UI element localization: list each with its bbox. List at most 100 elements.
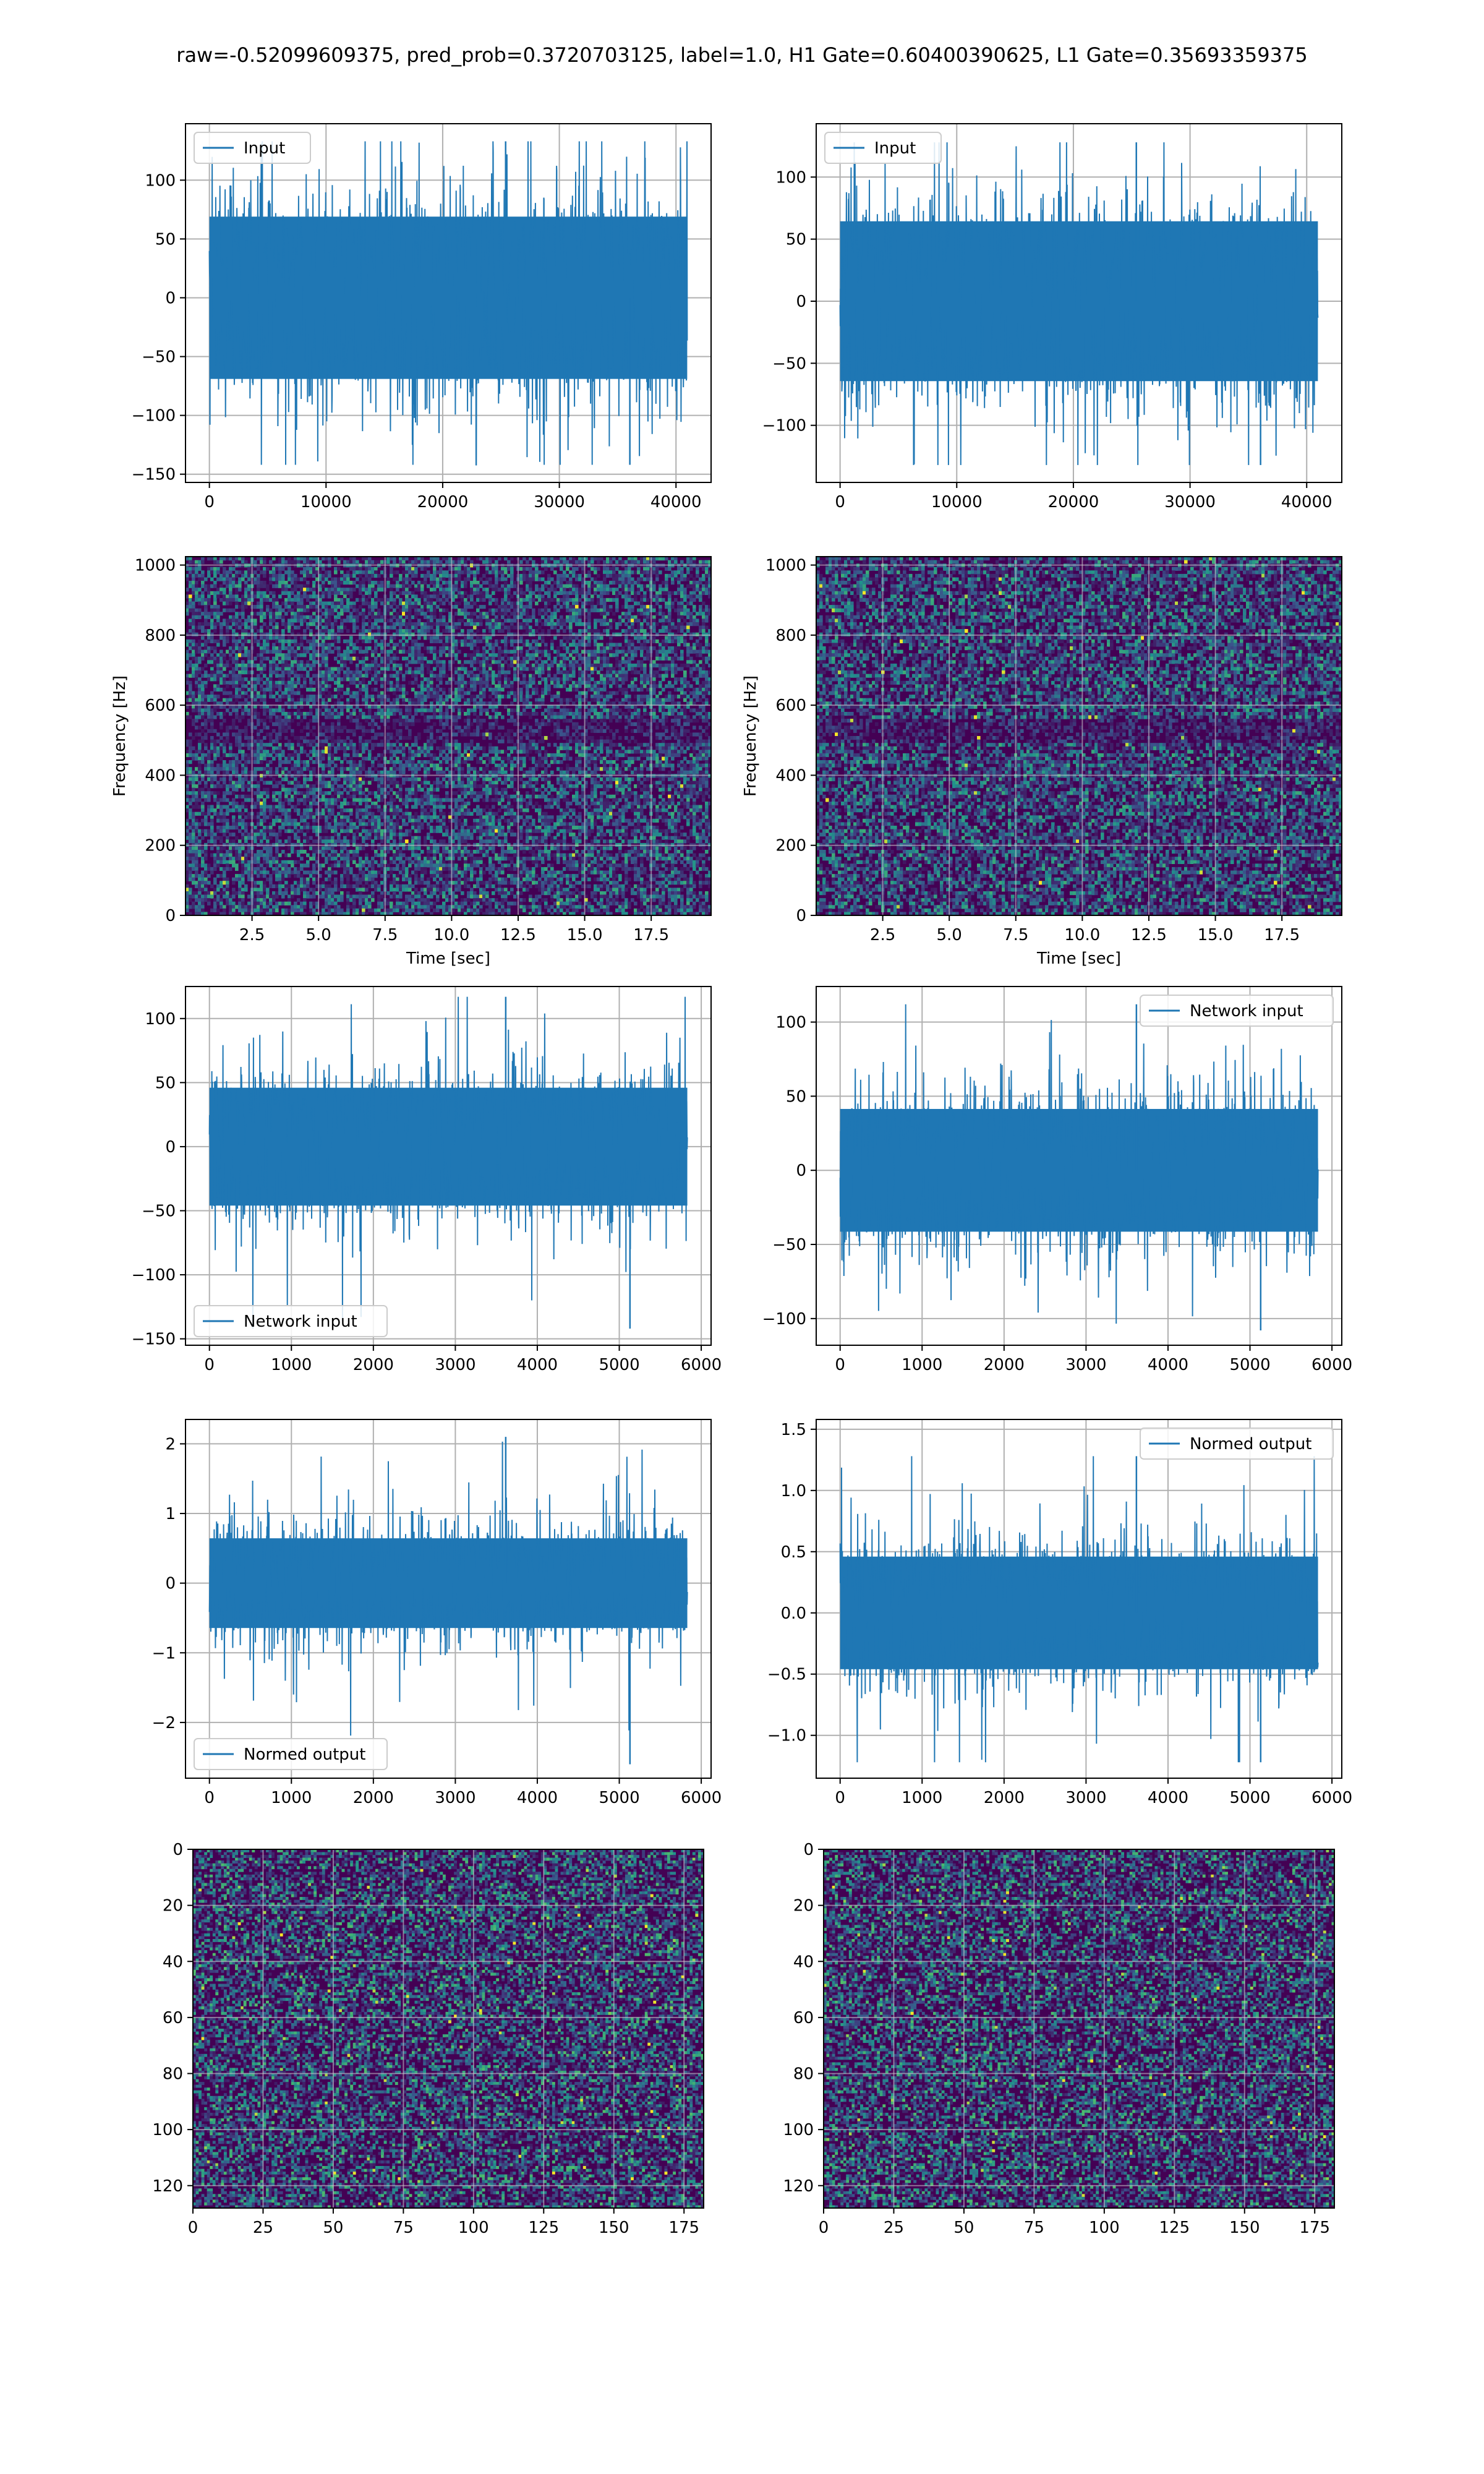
heatmap-cell — [309, 633, 313, 636]
heatmap-cell — [210, 567, 214, 571]
heatmap-cell — [587, 581, 591, 584]
heatmap-cell — [281, 629, 285, 633]
heatmap-cell — [328, 591, 331, 595]
heatmap-cell — [306, 626, 310, 630]
heatmap-cell — [618, 622, 622, 626]
heatmap-cell — [553, 594, 557, 598]
heatmap-cell — [427, 609, 430, 612]
heatmap-cell — [553, 636, 557, 640]
heatmap-cell — [600, 584, 603, 588]
heatmap-cell — [659, 588, 662, 591]
heatmap-cell — [189, 584, 192, 588]
heatmap-cell — [510, 570, 514, 574]
heatmap-cell — [689, 594, 693, 598]
heatmap-cell — [204, 578, 208, 581]
heatmap-cell — [417, 584, 421, 588]
heatmap-cell — [275, 584, 279, 588]
heatmap-cell — [454, 605, 458, 609]
heatmap-cell — [322, 578, 325, 581]
heatmap-cell — [238, 612, 242, 615]
heatmap-cell — [609, 626, 613, 630]
heatmap-cell — [213, 629, 217, 633]
heatmap-cell — [291, 629, 294, 633]
heatmap-cell — [488, 560, 492, 564]
heatmap-cell — [427, 636, 430, 640]
heatmap-cell — [541, 570, 545, 574]
heatmap-cell — [272, 615, 276, 619]
heatmap-cell — [655, 622, 659, 626]
heatmap-cell — [454, 560, 458, 564]
heatmap-cell — [380, 618, 384, 622]
heatmap-cell — [309, 574, 313, 578]
heatmap-cell — [628, 609, 631, 612]
heatmap-cell — [288, 618, 291, 622]
heatmap-cell — [575, 633, 579, 636]
heatmap-cell — [226, 636, 229, 640]
heatmap-cell — [603, 567, 607, 571]
heatmap-cell — [488, 636, 492, 640]
heatmap-cell — [405, 567, 409, 571]
heatmap-cell — [566, 605, 569, 609]
heatmap-cell — [504, 581, 508, 584]
heatmap-cell — [532, 609, 535, 612]
heatmap-cell — [488, 618, 492, 622]
heatmap-cell — [621, 578, 625, 581]
heatmap-cell — [377, 588, 381, 591]
heatmap-cell — [501, 602, 505, 606]
heatmap-cell — [278, 570, 282, 574]
heatmap-cell — [368, 618, 372, 622]
heatmap-cell — [340, 578, 344, 581]
heatmap-cell — [278, 567, 282, 571]
heatmap-cell — [488, 598, 492, 602]
heatmap-cell — [603, 615, 607, 619]
heatmap-cell — [417, 636, 421, 640]
x-tick-label: 20000 — [1048, 493, 1099, 511]
heatmap-cell — [281, 581, 285, 584]
heatmap-cell — [420, 588, 424, 591]
heatmap-cell — [436, 578, 440, 581]
heatmap-cell — [291, 598, 294, 602]
heatmap-cell — [680, 594, 684, 598]
heatmap-cell — [263, 615, 267, 619]
heatmap-cell — [606, 609, 610, 612]
heatmap-cell — [643, 560, 647, 564]
heatmap-cell — [198, 567, 202, 571]
heatmap-cell — [322, 584, 325, 588]
heatmap-cell — [652, 629, 656, 633]
heatmap-cell — [526, 615, 529, 619]
heatmap-cell — [297, 605, 301, 609]
heatmap-cell — [356, 560, 359, 564]
heatmap-cell — [346, 578, 350, 581]
heatmap-cell — [223, 602, 226, 606]
heatmap-cell — [365, 588, 369, 591]
heatmap-cell — [201, 581, 205, 584]
heatmap-cell — [677, 567, 681, 571]
heatmap-cell — [618, 584, 622, 588]
heatmap-cell — [192, 581, 195, 584]
heatmap-cell — [550, 588, 554, 591]
heatmap-cell — [284, 591, 288, 595]
heatmap-cell — [594, 570, 597, 574]
heatmap-cell — [247, 578, 251, 581]
heatmap-cell — [328, 612, 331, 615]
heatmap-cell — [591, 598, 594, 602]
heatmap-cell — [625, 581, 628, 584]
heatmap-cell — [495, 560, 498, 564]
heatmap-cell — [433, 602, 437, 606]
heatmap-cell — [575, 591, 579, 595]
heatmap-cell — [665, 602, 668, 606]
heatmap-cell — [683, 633, 687, 636]
heatmap-cell — [550, 598, 554, 602]
heatmap-cell — [312, 636, 316, 640]
heatmap-cell — [689, 591, 693, 595]
heatmap-cell — [424, 633, 427, 636]
heatmap-cell — [210, 636, 214, 640]
heatmap-cell — [352, 609, 356, 612]
heatmap-cell — [507, 598, 511, 602]
heatmap-cell — [201, 602, 205, 606]
heatmap-cell — [507, 605, 511, 609]
heatmap-cell — [390, 598, 393, 602]
heatmap-cell — [689, 633, 693, 636]
heatmap-cell — [705, 605, 709, 609]
heatmap-cell — [402, 605, 406, 609]
